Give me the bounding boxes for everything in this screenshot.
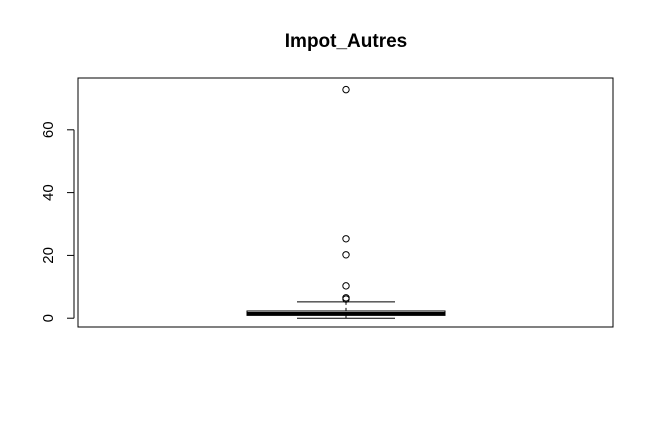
y-tick-label: 20 [40,247,57,264]
outlier-point [342,251,350,259]
y-tick-label: 60 [40,121,57,138]
outlier-point [342,85,350,94]
outlier-point [342,295,350,303]
outlier-group [342,85,350,303]
plot-frame [77,77,614,328]
box-group [246,301,446,319]
outlier-point [342,282,350,290]
outlier-point [342,235,350,243]
y-tick-label: 0 [40,314,57,322]
chart-title: Impot_Autres [285,31,407,52]
y-tick-label: 40 [40,184,57,201]
y-axis: 0 20 40 60 [40,121,75,322]
